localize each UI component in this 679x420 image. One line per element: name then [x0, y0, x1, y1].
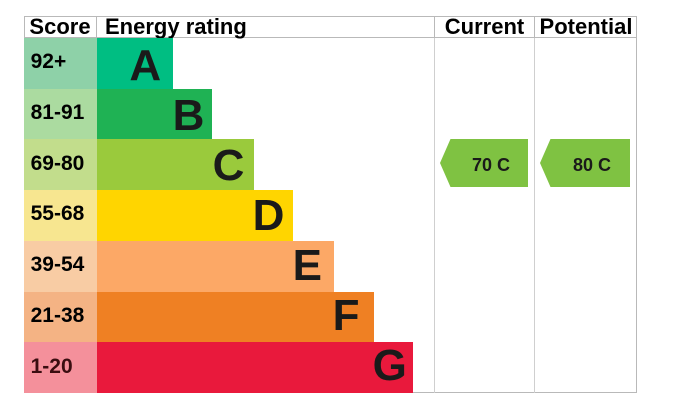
- svg-text:80 C: 80 C: [573, 155, 611, 175]
- svg-text:70 C: 70 C: [472, 155, 510, 175]
